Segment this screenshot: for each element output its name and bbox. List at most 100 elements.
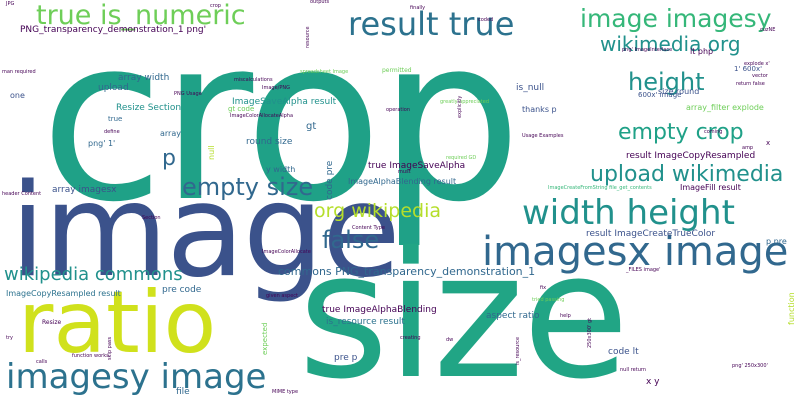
word-result-imagecopyresampled: result ImageCopyResampled [626,151,756,161]
word-files-image: _FILES image' [626,267,661,273]
word-imagecopyresampled-result: ImageCopyResampled result [6,289,121,298]
word-x: x [766,139,771,147]
word-dw: dw [446,337,454,343]
word-true-is-numeric: true is_numeric [36,0,246,31]
word-coming: coming [704,129,723,135]
word-skip-pass: skip pass [107,336,113,360]
word-creating: creating [400,335,421,341]
word-gt: gt [306,121,317,132]
word-imagealphablending-result: ImageAlphaBlending result [348,177,457,186]
word-upload-wikimedia: upload wikimedia [590,162,784,187]
word-p-pre: p pre [766,237,787,246]
word-one: one [10,91,25,100]
word-org-wikipedia: org wikipedia [314,200,442,222]
word-must: must [398,169,411,175]
word-lt-php: lt php [690,47,714,56]
word-expected: expected [261,322,269,355]
word-function-works: function works [72,353,109,359]
word-tried-passing: tried passing [532,297,565,303]
word-png-imageinterlace: png' ImageInterlace [622,47,673,53]
word-size-round: size round [658,87,700,96]
word-image-imagesy: image imagesy [580,4,772,33]
word-resize: Resize [42,319,62,326]
word-explicitly: explicitly [457,95,463,118]
word-result-true: result true [348,5,515,43]
word-p: p [162,146,176,171]
word-aspect-ratio: aspect ratio [486,311,540,321]
word-imagecreatefromstring: ImageCreateFromString file_get_contents [548,185,652,191]
word-imagesy-image: imagesy image [6,357,267,397]
word-is-resource: is_resource [515,336,521,365]
word-empty-crop: empty crop [618,120,744,145]
word-empty-size: empty size [182,173,314,201]
word-png-usage: PNG Usage [174,91,202,97]
word-image: image [10,157,401,306]
word-outputs: outputs [310,0,330,5]
word-wikimedia-org: wikimedia org [600,32,741,56]
word-imagecolorallocate: ImageColorAllocate [262,249,311,255]
word-1-600x: 1' 600x' [734,65,763,73]
word-wikipedia-commons: wikipedia commons [4,264,183,285]
word-width-height: width height [522,193,735,233]
word-thanks-p: thanks p [522,105,557,114]
word-array-width: array width [118,73,170,83]
word-height: height [628,68,705,96]
word-define: define [104,129,120,135]
word-content-type: Content Type [352,225,385,231]
word-true-imagesavealpha: true ImageSaveAlpha [368,161,466,171]
word-function: function [787,292,796,325]
word-image-png: Image/PNG [262,85,290,91]
word-operation: operation [386,107,411,113]
word-upload: upload [98,83,129,93]
word-round-size: round size [246,137,293,147]
word-size: size [298,215,629,400]
word-return-false: return false [736,81,765,87]
word-header-content: header Content [2,191,42,197]
word-250x300-gt: 250x300' gt [587,317,593,348]
word-code-lt: code lt [608,347,639,357]
word-permitted: permitted [382,67,412,74]
word-try: try [6,335,13,341]
word-imagesavealpha-result: ImageSaveAlpha result [232,97,337,107]
word-section: Section [142,215,161,221]
word-cuzne: cuzNE [760,27,776,33]
word-false: false [322,226,380,254]
word-spreadsheet-image: spreadsheet Image [300,69,349,75]
word-miscalculations: miscalculations [234,77,273,83]
word-png-1: png' 1' [88,139,116,148]
word-man-required: man required [2,69,36,75]
word-pre-code: pre code [162,285,202,295]
word-code-pre: code pre [325,160,335,200]
word-array-filter-explode: array_filter explode [686,103,764,112]
word-is-resource-result: is_resource result [326,317,405,327]
word-gt-code: gt code [228,105,255,113]
word-explode-x: explode x' [744,61,770,67]
word-crop: crop [40,0,522,252]
word-vector: vector [752,73,768,79]
word-array-imagesx: array imagesx [52,185,117,195]
word-required-gd: required GD [446,155,477,161]
word-fix: fix [540,285,547,291]
word-y-width: y width [266,165,296,174]
word-amp: amp [742,145,754,151]
word-png-transparency-demo: PNG_transparency_demonstration_1 png' [20,25,207,35]
word-pre-p: pre p [334,353,358,363]
word-coded: coded [478,17,494,23]
word-finally: finally [410,5,426,11]
word-mime-type: MIME type [272,389,299,395]
word-given-aspect: given aspect [266,293,298,299]
word-imagefill-result: ImageFill result [680,183,741,192]
word-imagecolorallocatealpha: ImageColorAllocateAlpha [230,113,294,119]
word-commons-png-transparency: commons PNG_transparency_demonstration_1 [278,265,536,278]
word-result-imagecreatetruecolor: result ImageCreateTrueColor [586,229,716,239]
word-crop-small: crop [210,3,221,9]
word-array: array [160,129,181,138]
word-resource: resource [305,26,311,48]
word-usage-examples: Usage Examples [522,133,564,139]
word-true: true [108,115,123,123]
word-imagesx-image: imagesx image [482,229,789,275]
word-png-250x300: png' 250x300' [732,363,768,369]
word-calls: calls [36,359,48,365]
word-jpg: JPG [6,1,15,7]
